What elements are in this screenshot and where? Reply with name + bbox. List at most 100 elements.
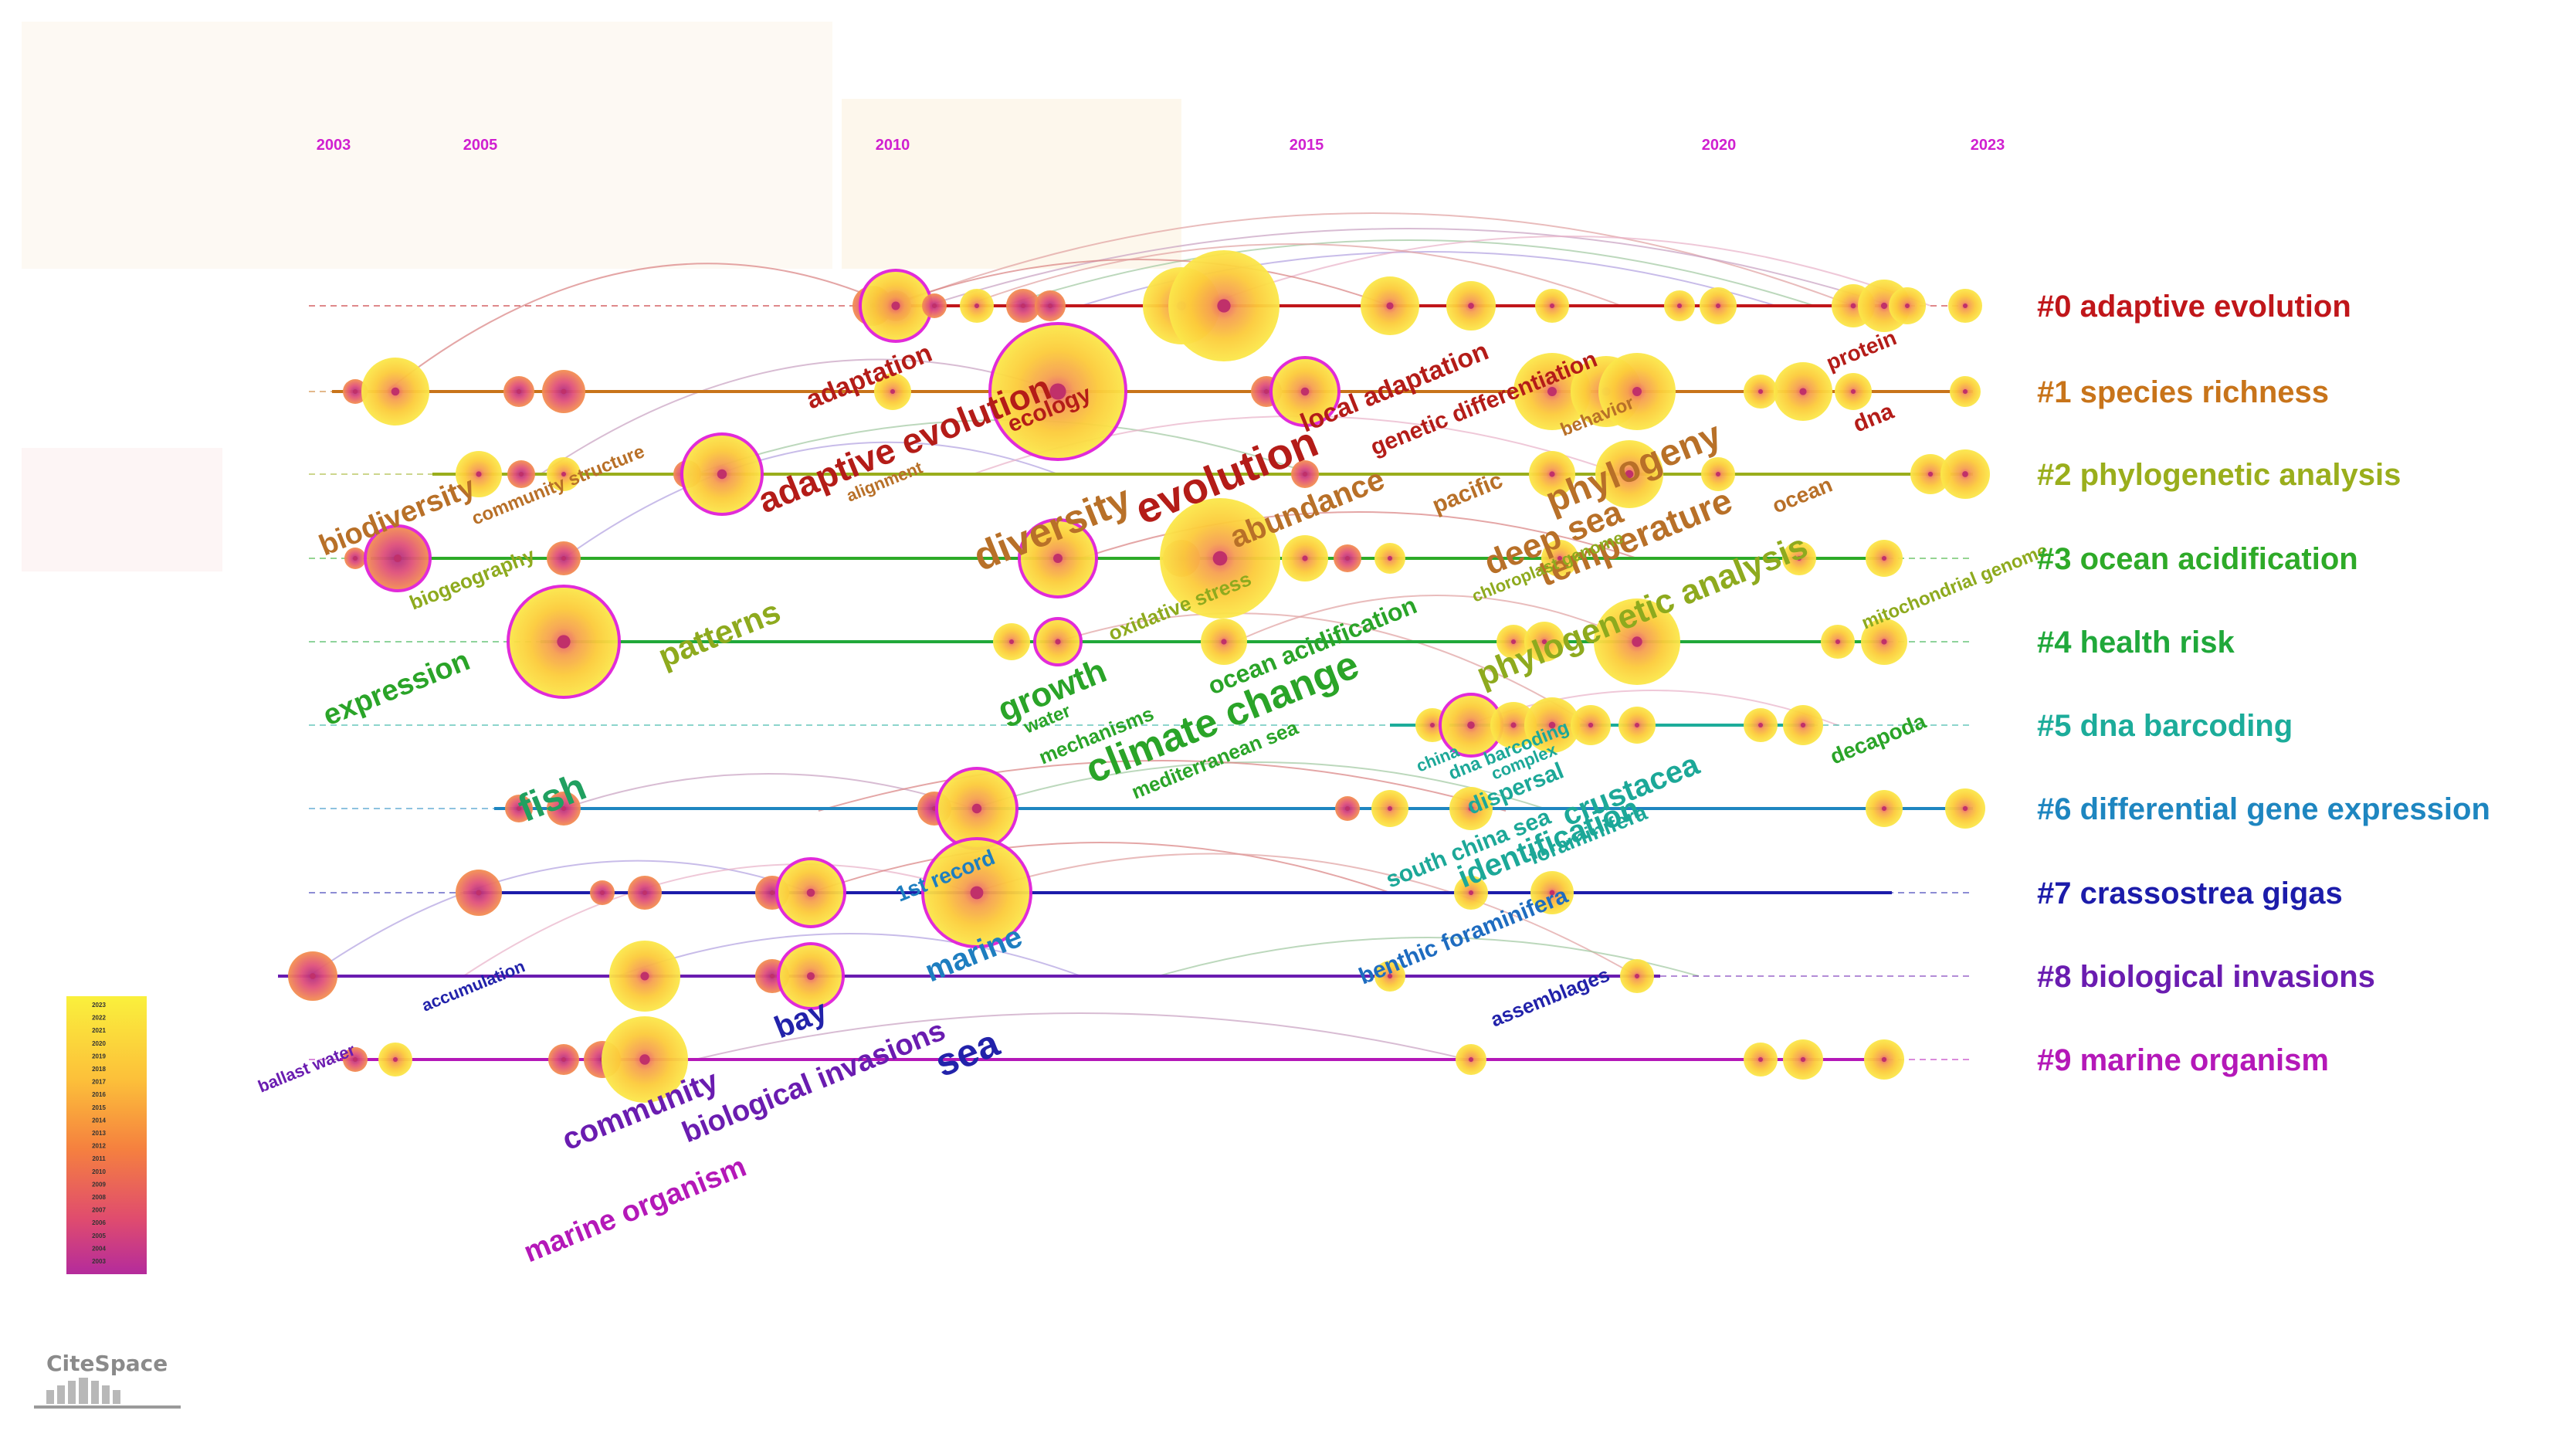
keyword-node-core (717, 469, 727, 480)
legend-year: 2008 (92, 1194, 106, 1201)
cluster-label[interactable]: #6 differential gene expression (2037, 792, 2490, 826)
keyword-node-core (1835, 639, 1840, 644)
keyword-node-core (1799, 388, 1807, 395)
keyword-node-core (970, 886, 984, 900)
citation-arc (964, 243, 1622, 307)
keyword-node-core (1927, 471, 1934, 477)
keyword-node-core (1303, 472, 1307, 476)
legend-year: 2010 (92, 1168, 106, 1175)
keyword-node-core (391, 387, 400, 396)
keyword-node-core (932, 303, 937, 308)
citation-arc (972, 761, 1545, 809)
cluster-label[interactable]: #9 marine organism (2037, 1043, 2329, 1077)
keyword-node-core (1021, 303, 1025, 308)
cluster-timelines (278, 304, 1973, 1061)
keyword-node-core (640, 971, 649, 981)
legend-color-bar (66, 996, 147, 1274)
keyword-label: marine organism (520, 1151, 751, 1270)
cluster-label[interactable]: #7 crassostrea gigas (2037, 876, 2343, 910)
legend-year: 2014 (92, 1117, 106, 1124)
keyword-label: patterns (653, 593, 785, 675)
cluster-label[interactable]: #4 health risk (2037, 626, 2235, 659)
keyword-node-core (476, 471, 482, 477)
citation-arc (1080, 511, 1638, 559)
year-label: 2015 (1290, 137, 1324, 154)
keyword-node-core (1758, 723, 1763, 727)
keyword-node-core (1055, 639, 1061, 645)
keyword-node-core (974, 303, 979, 308)
keyword-node-core (1548, 721, 1556, 729)
keyword-node-core (561, 1057, 566, 1062)
citespace-logo: CiteSpace (34, 1351, 181, 1409)
keyword-node-core (1882, 556, 1886, 561)
legend-year: 2019 (92, 1053, 106, 1060)
legend-year: 2003 (92, 1258, 106, 1265)
keyword-node-core (1962, 805, 1968, 812)
citation-arc (563, 441, 1059, 559)
keyword-node-core (517, 389, 521, 394)
cluster-label[interactable]: #3 ocean acidification (2037, 542, 2358, 576)
keyword-node-core (1468, 303, 1474, 309)
keyword-node-core (806, 888, 815, 897)
keyword-node-core (1962, 471, 1968, 477)
keyword-node-core (1550, 303, 1554, 308)
keyword-node-core (1467, 721, 1475, 729)
keyword-node-core (519, 472, 524, 476)
keyword-node-core (770, 890, 774, 895)
keyword-node-core (1212, 551, 1228, 566)
background-panels (22, 22, 1181, 571)
logo-graphic-icon (34, 1378, 181, 1409)
keyword-node-core (806, 971, 815, 981)
keyword-node-core (1388, 806, 1392, 811)
citation-arc (385, 263, 893, 392)
keyword-label: expression (319, 644, 475, 732)
legend-year: 2021 (92, 1027, 106, 1034)
keyword-node-core (1221, 639, 1227, 645)
year-label: 2023 (1971, 137, 2005, 154)
keyword-node-core (1851, 389, 1856, 394)
keyword-node-core (1635, 723, 1639, 727)
keyword-node-core (1345, 806, 1350, 811)
legend-year: 2015 (92, 1104, 106, 1111)
keyword-node-core (1053, 554, 1063, 563)
keyword-node-core (971, 803, 982, 814)
citation-arc (1235, 595, 1638, 643)
keyword-label: decapoda (1827, 709, 1930, 769)
cluster-label[interactable]: #5 dna barcoding (2037, 709, 2293, 743)
year-axis: 2003 2005 2010 2015 2020 2023 (317, 137, 2005, 154)
cluster-label[interactable]: #2 phylogenetic analysis (2037, 458, 2401, 492)
legend-year: 2023 (92, 1002, 106, 1009)
keyword-node-core (1386, 302, 1394, 310)
keyword-node-core (353, 389, 358, 394)
keyword-node-core (1430, 723, 1435, 727)
legend-year: 2005 (92, 1232, 106, 1239)
legend-year: 2009 (92, 1181, 106, 1188)
cluster-label[interactable]: #0 adaptive evolution (2037, 290, 2351, 324)
legend-year: 2004 (92, 1245, 106, 1252)
keyword-node-core (1264, 389, 1269, 394)
keyword-node-core (1881, 639, 1887, 645)
keyword-node-core (1880, 302, 1888, 310)
keyword-node-core (1905, 303, 1910, 308)
keyword-node-core (393, 1057, 398, 1062)
keyword-node-core (1800, 1056, 1806, 1063)
keyword-node-core (1541, 639, 1547, 645)
cluster-label[interactable]: #1 species richness (2037, 375, 2329, 409)
keyword-node-core (1300, 387, 1310, 396)
keyword-node-core (770, 974, 774, 978)
keyword-node-core (517, 806, 521, 811)
legend-year: 2012 (92, 1143, 106, 1150)
year-color-legend: 2023 2022 2021 2020 2019 2018 2017 2016 2015 2014… (66, 996, 147, 1274)
legend-year: 2011 (92, 1155, 106, 1162)
logo-text: CiteSpace (46, 1351, 168, 1376)
year-label: 2010 (876, 137, 910, 154)
citation-arc (308, 860, 812, 977)
citation-arc (972, 853, 1638, 977)
keyword-node-core (1302, 555, 1308, 561)
keyword-nodes (288, 250, 1990, 1103)
keyword-node-core (1048, 303, 1052, 308)
cluster-labels: #0 adaptive evolution #1 species richness… (2037, 290, 2490, 1077)
keyword-node-core (1632, 636, 1642, 647)
cluster-label[interactable]: #8 biological invasions (2037, 960, 2375, 994)
keyword-label: protein (1823, 325, 1900, 375)
